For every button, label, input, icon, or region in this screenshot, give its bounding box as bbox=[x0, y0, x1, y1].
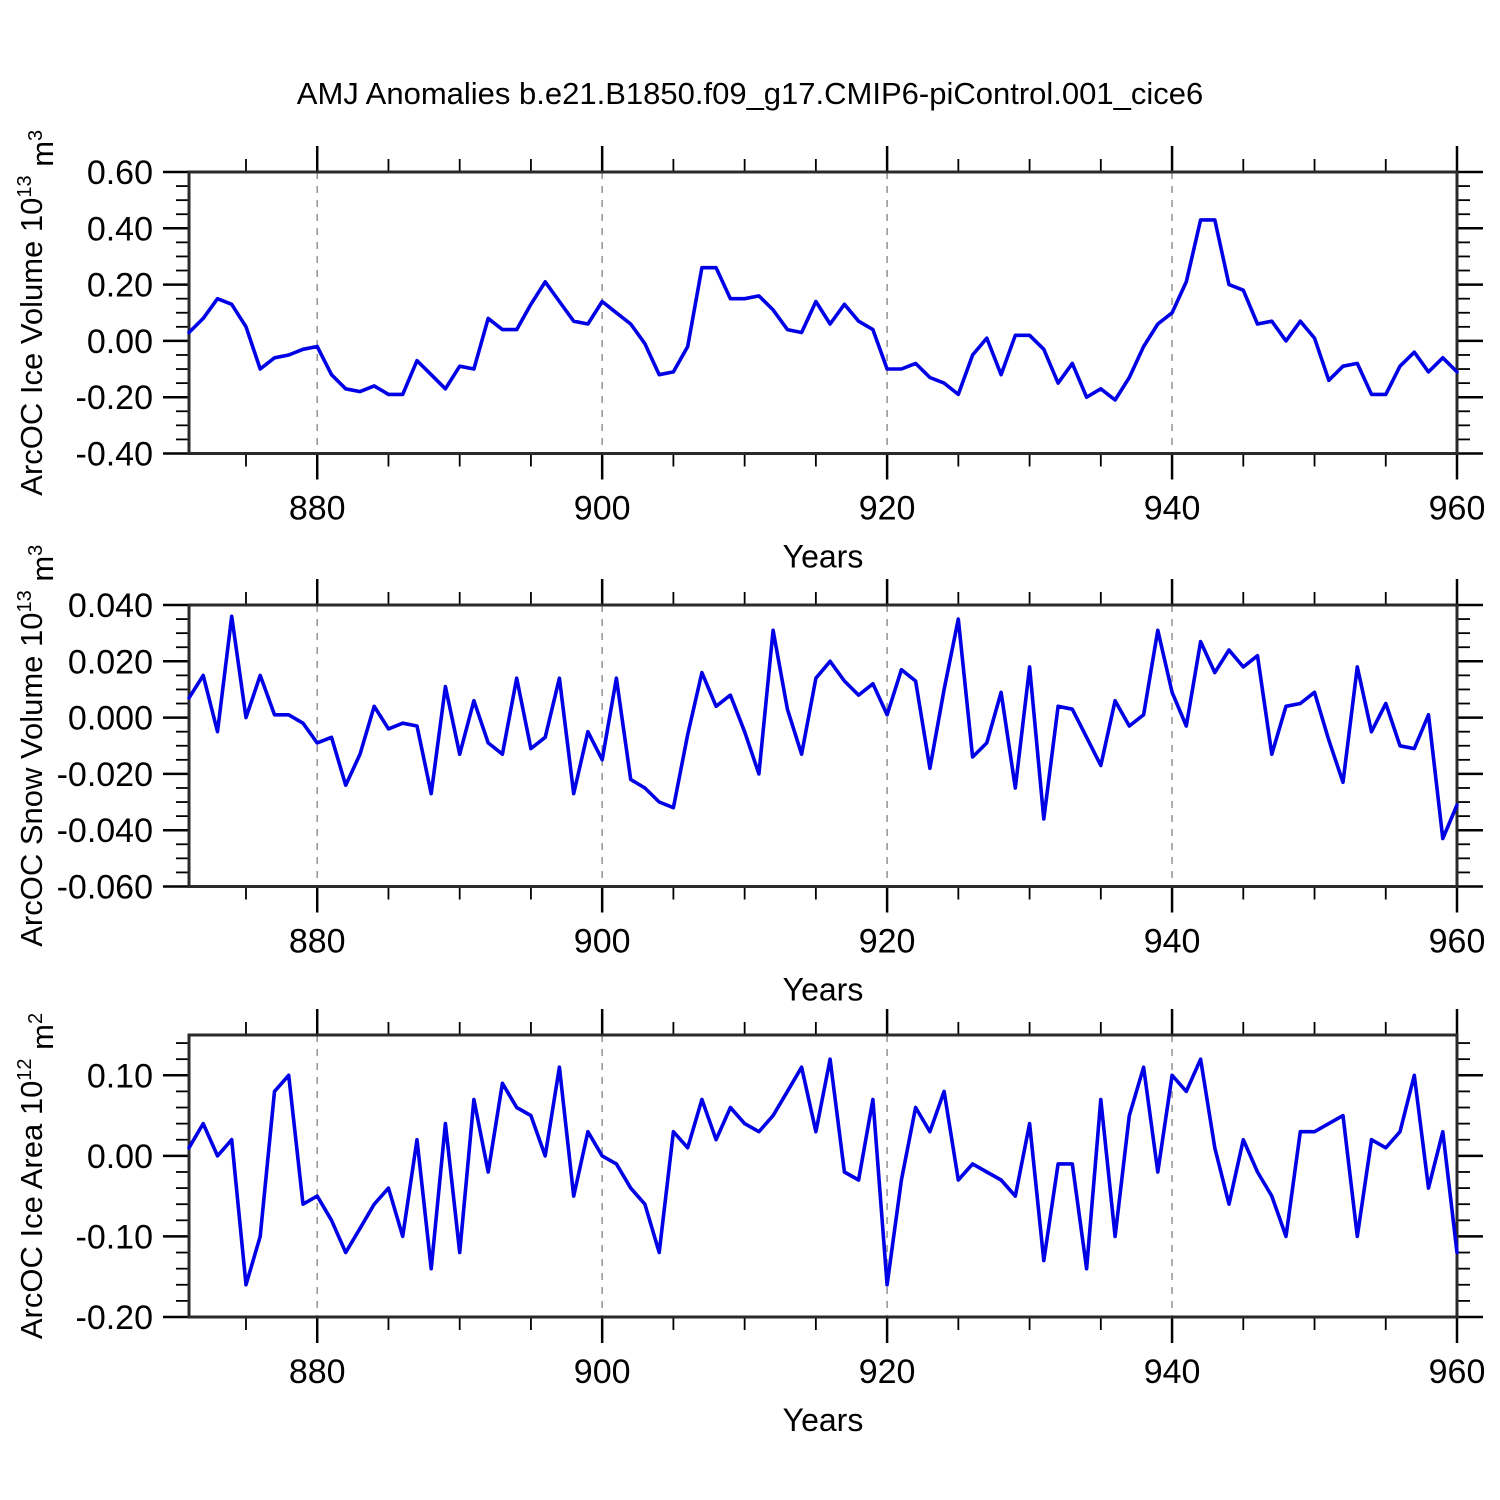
y-tick-label: -0.20 bbox=[76, 1299, 154, 1337]
series-line-panel-3 bbox=[187, 1057, 1459, 1287]
x-tick-label: 920 bbox=[859, 923, 916, 961]
x-tick-label: 960 bbox=[1429, 490, 1486, 528]
y-tick-label: 0.10 bbox=[87, 1057, 153, 1095]
y-tick-label: -0.20 bbox=[76, 379, 154, 417]
x-tick-label: 880 bbox=[289, 923, 346, 961]
x-axis-title: Years bbox=[783, 972, 864, 1008]
x-tick-label: 960 bbox=[1429, 1353, 1486, 1391]
y-axis-title: ArcOC Ice Area 1012​ m2​ bbox=[14, 1013, 60, 1339]
panel-3: 0.10 0.00 -0.10 -0.20 880 900 920 940 960 Years Ar… bbox=[14, 1009, 1485, 1438]
x-axis-title: Years bbox=[783, 539, 864, 575]
x-tick-label: 880 bbox=[289, 1353, 346, 1391]
y-tick-label: 0.00 bbox=[87, 1138, 153, 1176]
y-tick-label: -0.040 bbox=[57, 812, 153, 850]
x-axis-title: Years bbox=[783, 1402, 864, 1438]
y-tick-label: -0.020 bbox=[57, 756, 153, 794]
x-tick-label: 880 bbox=[289, 490, 346, 528]
y-tick-label: 0.020 bbox=[68, 643, 153, 681]
series-line-panel-1 bbox=[187, 218, 1459, 402]
panel-2: 0.040 0.020 0.000 -0.020 -0.040 -0.060 880 900 9… bbox=[14, 545, 1485, 1008]
x-tick-label: 900 bbox=[574, 1353, 631, 1391]
x-tick-label: 920 bbox=[859, 1353, 916, 1391]
y-tick-label: -0.060 bbox=[57, 869, 153, 907]
y-tick-label: 0.20 bbox=[87, 267, 153, 305]
y-axis-title: ArcOC Snow Volume 1013​ m3​ bbox=[14, 545, 60, 947]
plot-frame bbox=[187, 603, 1459, 888]
x-tick-label: 900 bbox=[574, 923, 631, 961]
panel-1: 0.60 0.40 0.20 0.00 -0.20 -0.40 880 900 920 940 96… bbox=[14, 130, 1485, 575]
y-tick-label: 0.040 bbox=[68, 587, 153, 625]
series-line-panel-2 bbox=[187, 614, 1459, 841]
y-tick-label: 0.40 bbox=[87, 210, 153, 248]
y-tick-label: 0.00 bbox=[87, 323, 153, 361]
y-tick-label: 0.000 bbox=[68, 700, 153, 738]
x-tick-label: 940 bbox=[1144, 923, 1201, 961]
x-tick-label: 920 bbox=[859, 490, 916, 528]
x-tick-label: 940 bbox=[1144, 1353, 1201, 1391]
chart-title: AMJ Anomalies b.e21.B1850.f09_g17.CMIP6-… bbox=[296, 76, 1204, 111]
y-axis-title: ArcOC Ice Volume 1013​ m3​ bbox=[14, 130, 60, 496]
x-tick-label: 900 bbox=[574, 490, 631, 528]
x-tick-label: 960 bbox=[1429, 923, 1486, 961]
plot-frame bbox=[187, 1033, 1459, 1319]
y-tick-label: 0.60 bbox=[87, 154, 153, 192]
y-tick-label: -0.10 bbox=[76, 1218, 154, 1256]
plot-frame bbox=[187, 170, 1459, 455]
y-tick-label: -0.40 bbox=[76, 436, 154, 474]
x-tick-label: 940 bbox=[1144, 490, 1201, 528]
